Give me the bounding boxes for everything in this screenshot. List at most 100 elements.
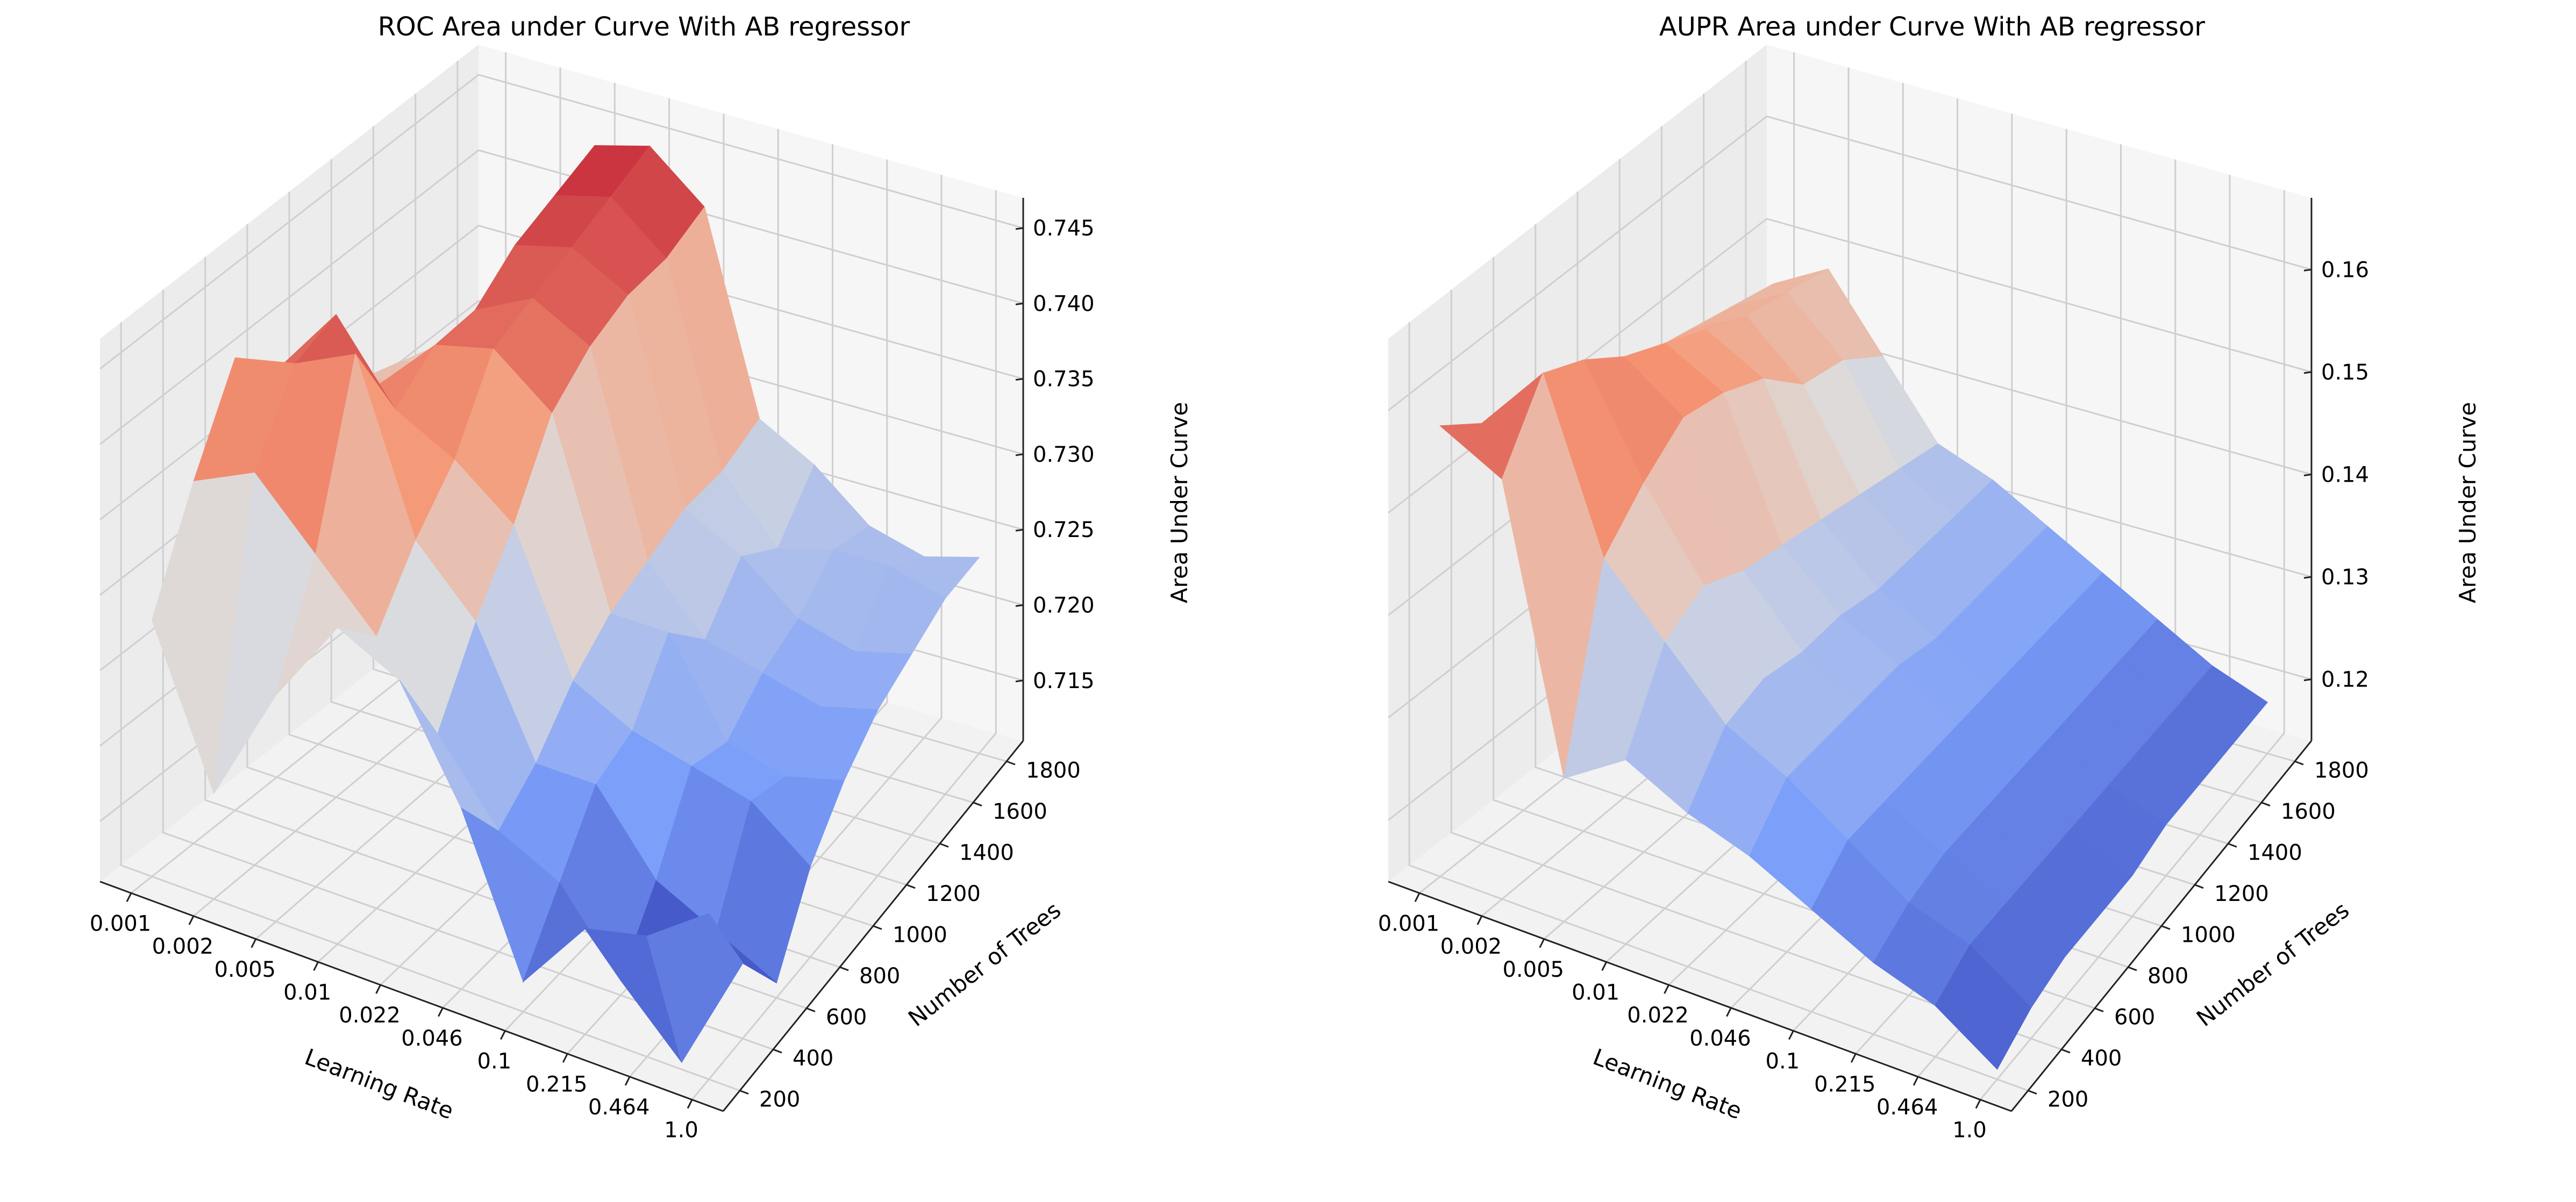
x-tick-mark	[1726, 1007, 1732, 1017]
x-tick-mark	[687, 1099, 693, 1109]
x-tick-label: 0.01	[283, 980, 331, 1005]
z-tick-mark	[2303, 474, 2312, 477]
z-tick-label: 0.15	[2321, 360, 2369, 385]
y-tick-label: 1200	[926, 882, 981, 906]
x-axis-title: Learning Rate	[1589, 1043, 1745, 1124]
x-axis-line	[1388, 881, 2012, 1112]
z-tick-label: 0.16	[2321, 257, 2369, 282]
y-tick-label: 1200	[2214, 882, 2269, 906]
y-tick-mark	[739, 1090, 749, 1095]
x-tick-mark	[624, 1076, 631, 1086]
aupr-chart-title: AUPR Area under Curve With AB regressor	[1659, 12, 2206, 42]
z-tick-mark	[2303, 268, 2312, 271]
z-tick-mark	[1015, 453, 1024, 456]
surface-patch	[646, 913, 744, 1063]
z-tick-mark	[2303, 576, 2312, 579]
x-tick-label: 0.002	[1440, 934, 1502, 959]
x-tick-mark	[1476, 915, 1483, 925]
z-tick-label: 0.740	[1033, 291, 1095, 316]
y-tick-label: 1800	[1026, 758, 1081, 783]
x-tick-label: 0.215	[1814, 1072, 1876, 1097]
y-tick-label: 200	[2047, 1087, 2088, 1112]
y-tick-label: 1000	[893, 923, 947, 948]
y-tick-label: 400	[793, 1046, 833, 1071]
y-tick-mark	[906, 884, 916, 889]
y-tick-label: 600	[826, 1005, 867, 1030]
y-tick-mark	[939, 842, 949, 848]
y-tick-mark	[2061, 1048, 2071, 1054]
y-tick-mark	[2228, 842, 2237, 848]
x-tick-mark	[126, 892, 132, 903]
y-tick-label: 1800	[2314, 758, 2369, 783]
x-tick-mark	[1850, 1053, 1857, 1063]
x-tick-mark	[438, 1007, 444, 1017]
roc-chart-panel: ROC Area under Curve With AB regressor 0…	[90, 12, 1193, 1143]
surface-patch	[1935, 945, 2032, 1070]
x-tick-label: 1.0	[1952, 1118, 1987, 1143]
z-tick-mark	[2303, 371, 2312, 374]
x-tick-label: 0.022	[339, 1003, 401, 1028]
y-tick-mark	[873, 925, 882, 930]
z-gridline	[1388, 115, 2312, 411]
x-tick-label: 0.001	[90, 911, 152, 936]
y-tick-mark	[2194, 884, 2204, 889]
x-tick-label: 0.1	[477, 1049, 512, 1074]
x-tick-mark	[562, 1053, 568, 1063]
z-tick-mark	[1015, 227, 1024, 230]
y-tick-mark	[2294, 760, 2304, 765]
z-tick-mark	[1015, 604, 1024, 607]
z-tick-label: 0.725	[1033, 518, 1095, 542]
y-tick-label: 400	[2081, 1046, 2122, 1071]
z-gridline	[99, 149, 1024, 445]
x-tick-mark	[188, 915, 195, 925]
z-axis-title: Area Under Curve	[1166, 402, 1193, 603]
z-tick-mark	[1015, 378, 1024, 381]
x-tick-label: 0.022	[1627, 1003, 1689, 1028]
x-tick-mark	[1664, 984, 1669, 994]
x-gridline	[1979, 190, 2285, 1100]
y-tick-label: 600	[2114, 1005, 2155, 1030]
z-tick-label: 0.745	[1033, 216, 1095, 241]
z-tick-label: 0.12	[2321, 668, 2369, 692]
x-tick-mark	[1975, 1099, 1981, 1109]
y-tick-mark	[1006, 760, 1016, 765]
z-tick-label: 0.730	[1033, 442, 1095, 467]
y-tick-label: 200	[759, 1087, 800, 1112]
x-tick-label: 1.0	[664, 1118, 698, 1143]
y-tick-label: 800	[2147, 964, 2188, 989]
x-tick-label: 0.1	[1766, 1049, 1800, 1074]
z-tick-label: 0.13	[2321, 565, 2369, 590]
y-tick-mark	[2094, 1007, 2104, 1013]
y-axis-title: Number of Trees	[2192, 897, 2354, 1032]
y-tick-mark	[2028, 1090, 2037, 1095]
x-tick-label: 0.215	[526, 1072, 588, 1097]
x-tick-mark	[1601, 961, 1607, 971]
z-tick-mark	[2303, 678, 2312, 682]
x-axis-title: Learning Rate	[301, 1043, 457, 1124]
x-tick-label: 0.046	[401, 1026, 463, 1051]
y-tick-mark	[2128, 966, 2137, 971]
z-tick-mark	[1015, 302, 1024, 305]
x-tick-mark	[1539, 939, 1545, 948]
x-axis-line	[99, 881, 724, 1112]
y-tick-label: 800	[859, 964, 900, 989]
z-tick-mark	[1015, 679, 1024, 683]
x-tick-label: 0.01	[1572, 980, 1619, 1005]
y-tick-mark	[806, 1007, 816, 1013]
x-tick-mark	[1788, 1030, 1794, 1040]
z-tick-label: 0.715	[1033, 669, 1095, 693]
y-tick-mark	[839, 966, 849, 971]
y-gridline	[1450, 289, 2062, 1050]
x-tick-mark	[313, 961, 319, 971]
x-tick-label: 0.005	[1502, 957, 1564, 982]
x-tick-label: 0.046	[1689, 1026, 1751, 1051]
y-gridline	[1408, 322, 2029, 1092]
y-tick-label: 1400	[959, 840, 1014, 865]
y-tick-mark	[2261, 802, 2271, 807]
x-tick-label: 0.002	[152, 934, 214, 959]
x-tick-label: 0.005	[214, 957, 276, 982]
x-tick-label: 0.001	[1378, 911, 1440, 936]
x-tick-mark	[1414, 892, 1421, 903]
